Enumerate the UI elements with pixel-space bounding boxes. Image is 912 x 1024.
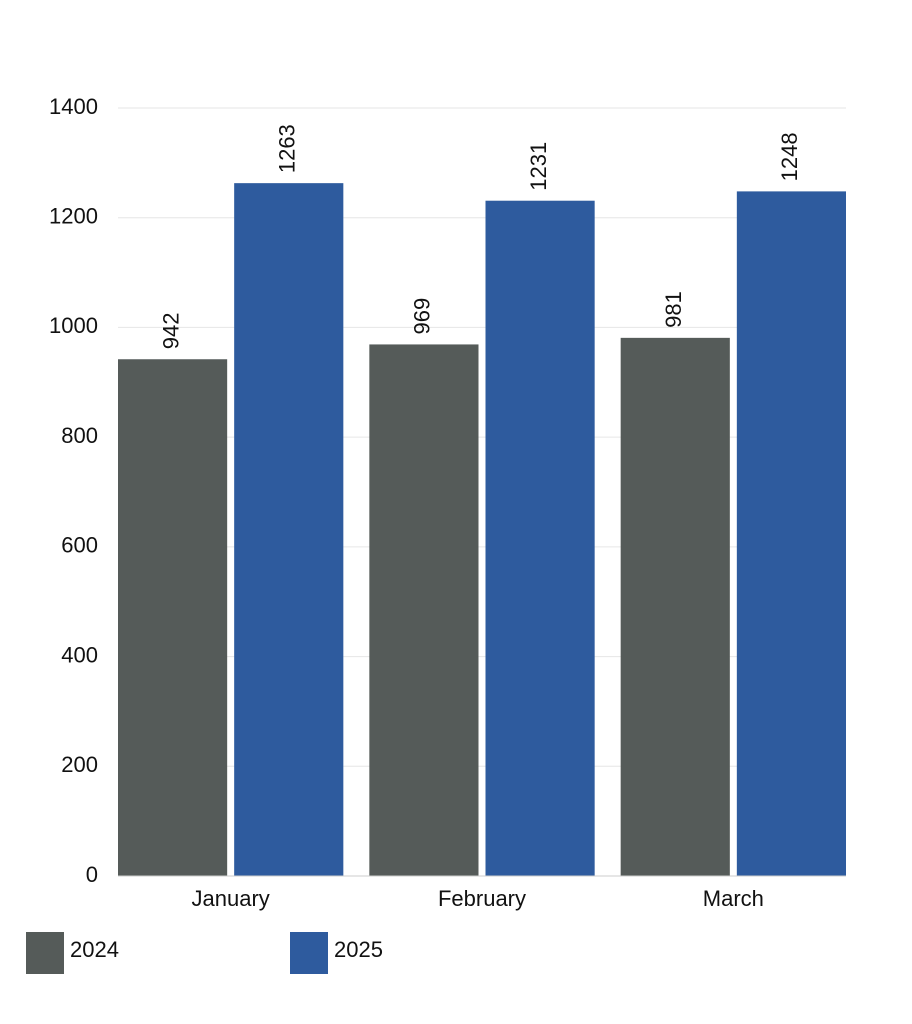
bar <box>118 359 228 876</box>
legend-swatch <box>26 932 64 974</box>
x-tick-label: January <box>192 886 270 911</box>
y-tick-label: 1400 <box>49 94 98 119</box>
bar <box>620 337 730 876</box>
data-label: 1248 <box>777 132 802 181</box>
x-tick-label: February <box>438 886 526 911</box>
data-label: 981 <box>661 291 686 328</box>
y-tick-label: 600 <box>61 533 98 558</box>
y-tick-label: 800 <box>61 423 98 448</box>
bar <box>485 200 595 877</box>
legend-swatch <box>290 932 328 974</box>
bar <box>736 191 846 876</box>
y-tick-label: 1000 <box>49 313 98 338</box>
y-tick-label: 200 <box>61 752 98 777</box>
y-tick-label: 400 <box>61 642 98 667</box>
y-tick-label: 1200 <box>49 204 98 229</box>
data-label: 1263 <box>275 124 300 173</box>
data-label: 969 <box>410 298 435 335</box>
bar <box>369 344 479 876</box>
data-label: 942 <box>158 313 183 350</box>
y-tick-label: 0 <box>86 862 98 887</box>
bar <box>234 183 344 876</box>
legend-label: 2025 <box>334 937 383 962</box>
data-label: 1231 <box>526 142 551 191</box>
x-tick-label: March <box>703 886 764 911</box>
legend-label: 2024 <box>70 937 119 962</box>
